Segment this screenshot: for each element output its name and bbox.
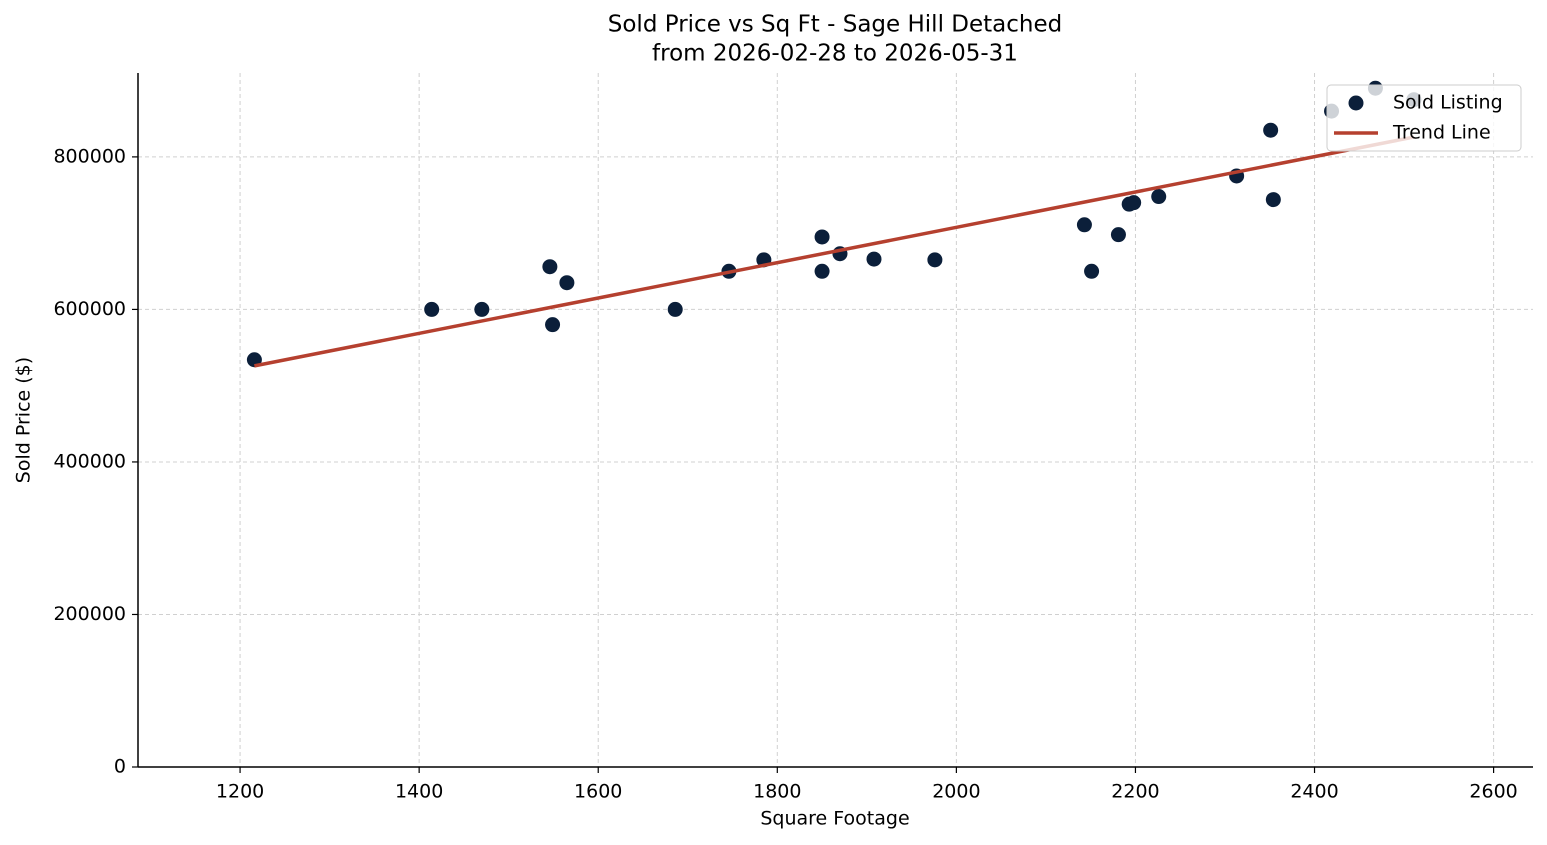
x-tick-label: 1400 (395, 781, 443, 803)
data-point (927, 252, 943, 268)
data-point (474, 301, 490, 317)
y-tick-label: 600000 (53, 298, 126, 320)
y-tick-label: 200000 (53, 603, 126, 625)
data-point (814, 229, 830, 245)
data-point (542, 259, 558, 275)
y-tick-label: 0 (114, 756, 126, 778)
data-point (1263, 122, 1279, 138)
plot-area (246, 80, 1422, 368)
y-tick-label: 800000 (53, 145, 126, 167)
data-point (559, 275, 575, 291)
data-point (866, 251, 882, 267)
data-point (1265, 192, 1281, 208)
chart-subtitle: from 2026-02-28 to 2026-05-31 (652, 41, 1018, 67)
data-point (1151, 189, 1167, 205)
x-tick-label: 1200 (216, 781, 264, 803)
legend-label: Trend Line (1392, 122, 1491, 144)
trend-line (254, 135, 1415, 368)
y-axis-label: Sold Price ($) (13, 357, 35, 483)
data-point (1126, 195, 1142, 211)
x-tick-label: 2000 (932, 781, 980, 803)
legend-label: Sold Listing (1393, 92, 1503, 114)
data-point (424, 301, 440, 317)
legend-swatch (1348, 95, 1364, 111)
legend: Sold Listing Trend Line (1326, 84, 1522, 152)
data-point (667, 301, 683, 317)
data-point (814, 263, 830, 279)
data-point (545, 317, 561, 333)
data-point (1084, 263, 1100, 279)
x-tick-label: 2600 (1469, 781, 1517, 803)
data-point (1110, 227, 1126, 243)
x-tick-label: 1800 (753, 781, 801, 803)
grid (138, 73, 1533, 768)
x-tick-label: 2400 (1290, 781, 1338, 803)
x-axis-label: Square Footage (760, 808, 909, 830)
x-tick-label: 1600 (574, 781, 622, 803)
y-tick-label: 400000 (53, 450, 126, 472)
chart-title: Sold Price vs Sq Ft - Sage Hill Detached (608, 12, 1062, 38)
data-point (1076, 217, 1092, 233)
x-tick-label: 2200 (1111, 781, 1159, 803)
